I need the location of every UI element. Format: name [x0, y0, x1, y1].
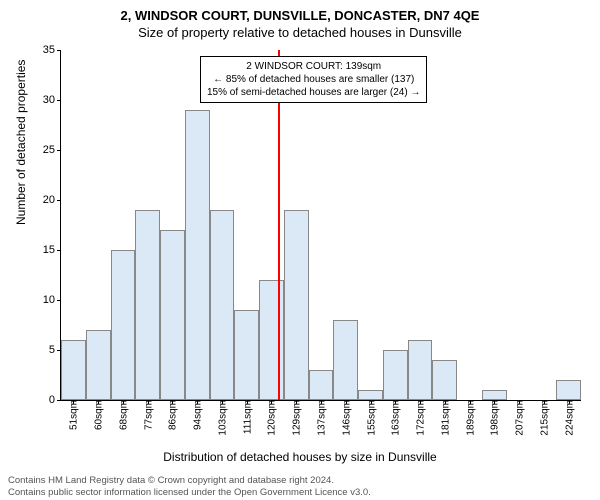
title-subtitle: Size of property relative to detached ho… [0, 23, 600, 40]
y-tick-mark [57, 300, 61, 301]
x-tick-label: 163sqm [389, 400, 402, 436]
x-tick-label: 111sqm [240, 400, 253, 434]
x-tick-label: 146sqm [339, 400, 352, 436]
x-axis-label: Distribution of detached houses by size … [0, 450, 600, 464]
x-tick-label: 198sqm [488, 400, 501, 436]
histogram-bar [210, 210, 235, 400]
histogram-bar [234, 310, 259, 400]
y-tick-mark [57, 150, 61, 151]
footer-attribution: Contains HM Land Registry data © Crown c… [8, 475, 371, 498]
histogram-bar [86, 330, 111, 400]
x-tick-label: 215sqm [537, 400, 550, 436]
histogram-bar [284, 210, 309, 400]
histogram-bar [383, 350, 408, 400]
histogram-bar [185, 110, 210, 400]
histogram-bar [61, 340, 86, 400]
annotation-line3: 15% of semi-detached houses are larger (… [207, 86, 420, 99]
histogram-chart: 0510152025303551sqm60sqm68sqm77sqm86sqm9… [60, 50, 580, 400]
histogram-bar [160, 230, 185, 400]
y-tick-mark [57, 250, 61, 251]
x-tick-label: 120sqm [265, 400, 278, 436]
histogram-bar [358, 390, 383, 400]
footer-line1: Contains HM Land Registry data © Crown c… [8, 475, 371, 486]
histogram-bar [135, 210, 160, 400]
x-tick-label: 103sqm [215, 400, 228, 436]
histogram-bar [111, 250, 136, 400]
histogram-bar [408, 340, 433, 400]
x-tick-label: 181sqm [438, 400, 451, 436]
footer-line2: Contains public sector information licen… [8, 487, 371, 498]
x-tick-label: 77sqm [141, 400, 154, 430]
histogram-bar [556, 380, 581, 400]
x-tick-label: 189sqm [463, 400, 476, 436]
x-tick-label: 129sqm [290, 400, 303, 436]
x-tick-label: 172sqm [414, 400, 427, 436]
annotation-line1: 2 WINDSOR COURT: 139sqm [207, 60, 420, 73]
y-tick-mark [57, 200, 61, 201]
histogram-bar [309, 370, 334, 400]
annotation-box: 2 WINDSOR COURT: 139sqm ← 85% of detache… [200, 56, 427, 103]
x-tick-label: 155sqm [364, 400, 377, 436]
x-tick-label: 68sqm [116, 400, 129, 430]
title-address: 2, WINDSOR COURT, DUNSVILLE, DONCASTER, … [0, 0, 600, 23]
histogram-bar [482, 390, 507, 400]
y-tick-mark [57, 400, 61, 401]
y-tick-mark [57, 100, 61, 101]
x-tick-label: 86sqm [166, 400, 179, 430]
y-axis-label: Number of detached properties [14, 60, 28, 225]
x-tick-label: 60sqm [92, 400, 105, 430]
x-tick-label: 137sqm [315, 400, 328, 436]
x-tick-label: 207sqm [513, 400, 526, 436]
x-tick-label: 94sqm [191, 400, 204, 430]
y-tick-mark [57, 50, 61, 51]
histogram-bar [432, 360, 457, 400]
annotation-line2: ← 85% of detached houses are smaller (13… [207, 73, 420, 86]
x-tick-label: 51sqm [67, 400, 80, 430]
x-tick-label: 224sqm [562, 400, 575, 436]
histogram-bar [333, 320, 358, 400]
